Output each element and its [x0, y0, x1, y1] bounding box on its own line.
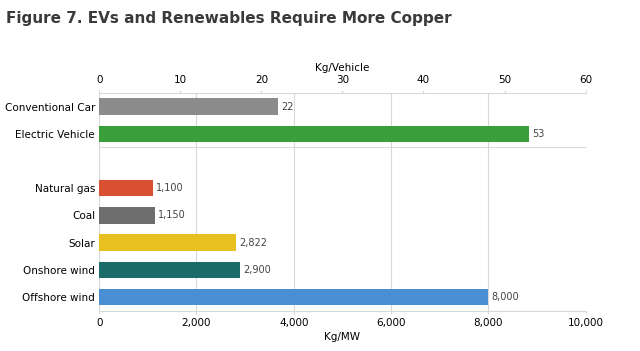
Text: 1,150: 1,150: [158, 211, 186, 220]
Bar: [99, 234, 236, 251]
Bar: [99, 98, 278, 115]
X-axis label: Kg/Vehicle: Kg/Vehicle: [316, 63, 369, 73]
Text: 2,822: 2,822: [240, 238, 268, 247]
Text: 8,000: 8,000: [492, 292, 519, 302]
Bar: [99, 261, 240, 278]
Bar: [99, 126, 529, 142]
Text: Figure 7. EVs and Renewables Require More Copper: Figure 7. EVs and Renewables Require Mor…: [6, 11, 452, 26]
Bar: [99, 207, 155, 224]
Text: 22: 22: [281, 102, 293, 112]
Bar: [99, 289, 488, 305]
Bar: [99, 180, 153, 197]
Text: 2,900: 2,900: [243, 265, 271, 275]
Text: 1,100: 1,100: [156, 183, 184, 193]
Text: 53: 53: [532, 129, 545, 139]
X-axis label: Kg/MW: Kg/MW: [324, 332, 360, 343]
